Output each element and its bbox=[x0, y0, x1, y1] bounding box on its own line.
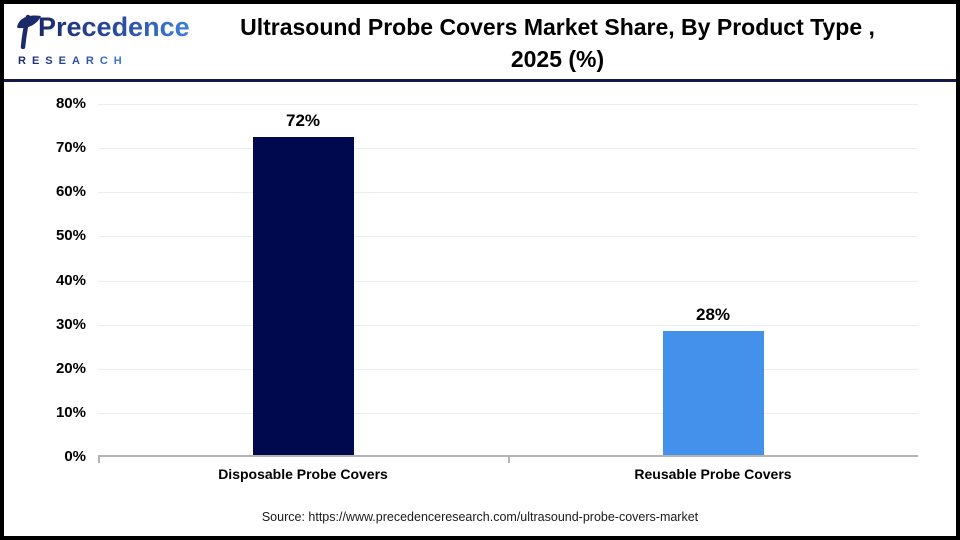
y-tick-label-0: 0% bbox=[64, 448, 86, 465]
axis-tick-center bbox=[508, 457, 510, 463]
gridline-70 bbox=[98, 148, 918, 150]
bars-container: 72% 28% bbox=[98, 104, 918, 455]
chart-title-line2: 2025 (%) bbox=[510, 46, 605, 72]
bar-reusable-probe-covers: 28% bbox=[662, 305, 764, 455]
bar-slot: 72% bbox=[98, 104, 508, 455]
chart-title-line1: Ultrasound Probe Covers Market Share, By… bbox=[240, 14, 875, 40]
y-tick-label-80: 80% bbox=[55, 95, 86, 112]
x-category-label: Disposable Probe Covers bbox=[218, 466, 388, 482]
leaf-icon bbox=[16, 13, 42, 54]
gridline-20 bbox=[98, 368, 918, 370]
logo-text: Precedence bbox=[38, 12, 190, 42]
bar-value-label: 28% bbox=[695, 305, 731, 325]
axis-tick-left bbox=[98, 457, 100, 463]
logo-wordmark: Precedence bbox=[16, 10, 190, 54]
bar-slot: 28% bbox=[508, 104, 918, 455]
logo-subtitle: RESEARCH bbox=[18, 55, 128, 67]
y-tick-label-60: 60% bbox=[55, 183, 86, 201]
plot-area: 72% 28% bbox=[98, 104, 918, 463]
bar-disposable-probe-covers: 72% bbox=[252, 111, 354, 455]
precedence-research-logo: Precedence RESEARCH bbox=[16, 10, 190, 67]
x-category-label: Reusable Probe Covers bbox=[634, 466, 792, 482]
header: Precedence RESEARCH Ultrasound Probe Cov… bbox=[4, 4, 956, 82]
y-tick-label-40: 40% bbox=[55, 271, 86, 289]
source-text: Source: https://www.precedenceresearch.c… bbox=[261, 510, 699, 524]
gridline-60 bbox=[98, 192, 918, 194]
gridline-10 bbox=[98, 412, 918, 414]
gridline-30 bbox=[98, 324, 918, 326]
y-tick-label-30: 30% bbox=[55, 315, 86, 333]
y-tick-label-70: 70% bbox=[55, 139, 86, 157]
chart-title: Ultrasound Probe Covers Market Share, By… bbox=[179, 11, 936, 75]
y-axis-labels: 80% 70% 60% 50% 40% 30% 20% 10% 0% bbox=[4, 95, 90, 465]
y-tick-label-50: 50% bbox=[55, 227, 86, 245]
x-axis-labels: Disposable Probe Covers Reusable Probe Co… bbox=[98, 466, 918, 482]
y-tick-label-10: 10% bbox=[55, 403, 86, 421]
y-tick-label-20: 20% bbox=[55, 359, 86, 377]
gridline-40 bbox=[98, 280, 918, 282]
gridline-80 bbox=[98, 104, 918, 105]
bar-value-label: 72% bbox=[285, 111, 321, 131]
gridline-50 bbox=[98, 236, 918, 238]
